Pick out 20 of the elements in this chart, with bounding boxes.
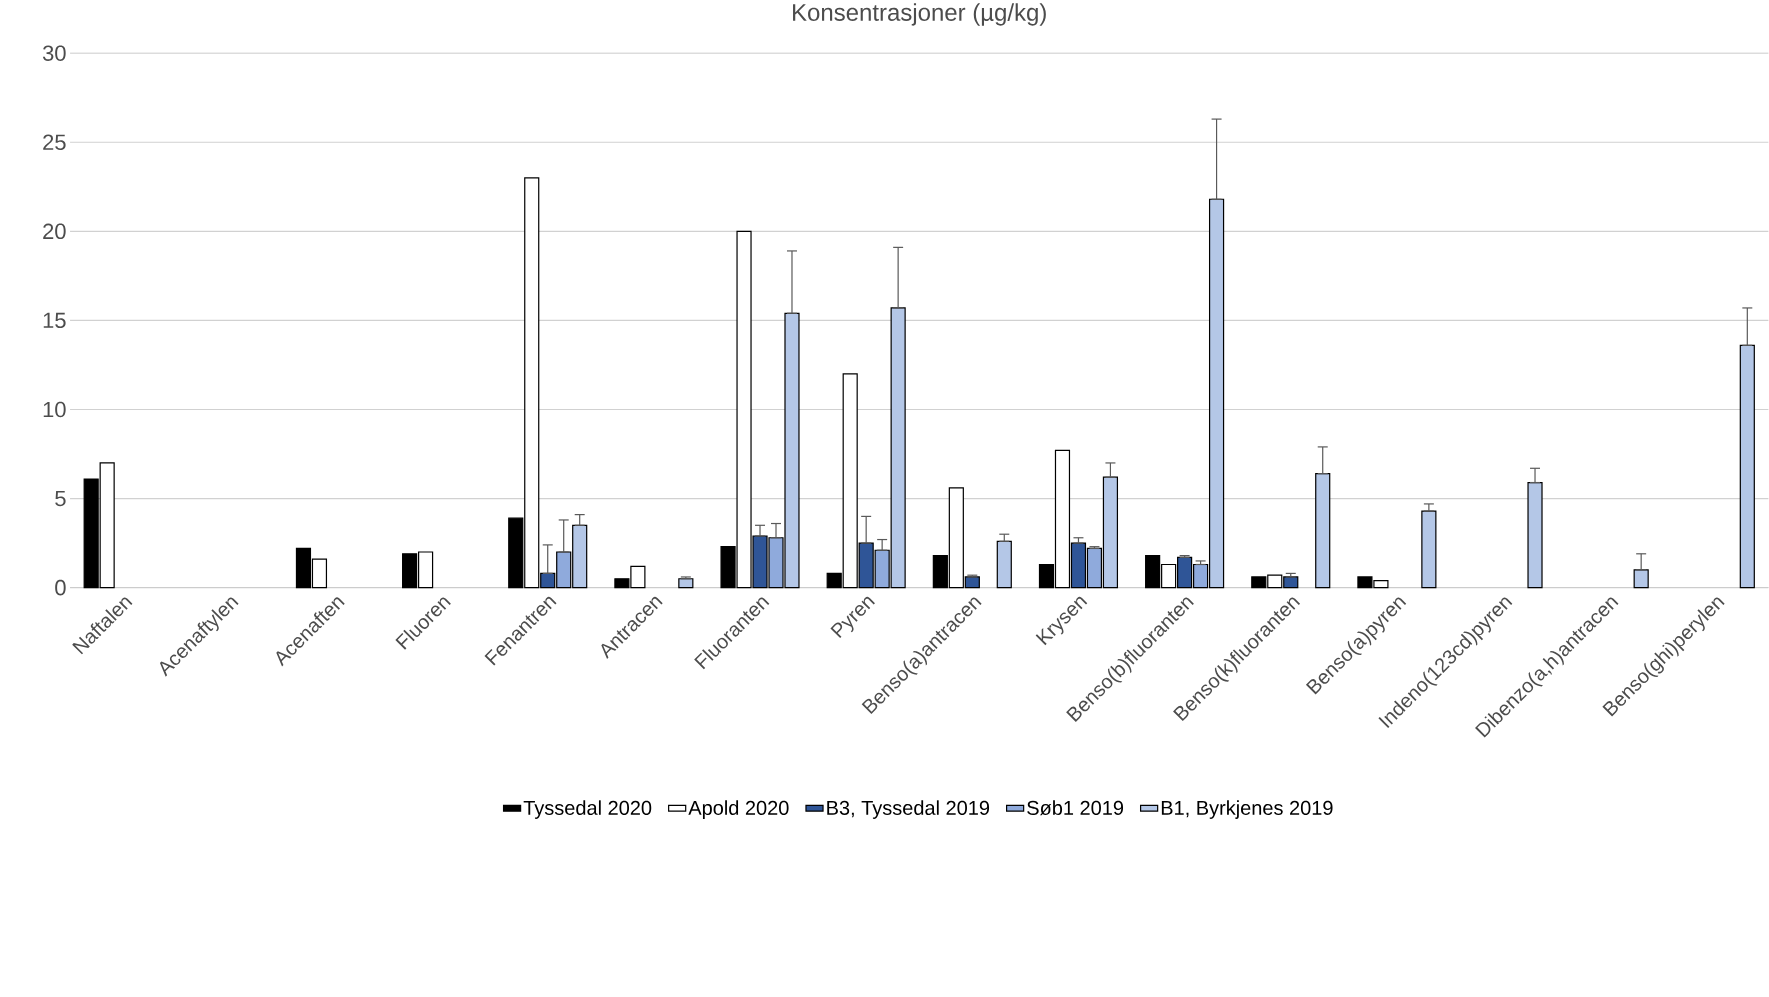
y-tick-label: 15 [43,312,66,328]
bar [1739,344,1755,589]
legend-label: B1, Byrkjenes 2019 [1161,800,1333,819]
y-tick-label: 10 [43,401,66,418]
chart-title: Konsentrasjoner (µg/kg) [793,3,1046,26]
bar [1421,510,1437,589]
legend-label: B3, Tyssedal 2019 [827,800,990,819]
bar [996,540,1012,589]
bar [1315,472,1331,589]
y-tick-label: 30 [42,45,66,61]
y-tick-label: 25 [43,134,66,150]
bar [1633,569,1649,589]
y-tick-label: 0 [55,579,66,596]
legend-label: Søb1 2019 [1027,800,1124,815]
y-tick-label: 5 [55,490,66,507]
bar [1527,481,1543,589]
legend-label: Tyssedal 2020 [523,800,652,819]
legend-label: Apold 2020 [688,800,789,819]
bar [678,577,694,589]
y-tick-label: 20 [43,223,66,239]
